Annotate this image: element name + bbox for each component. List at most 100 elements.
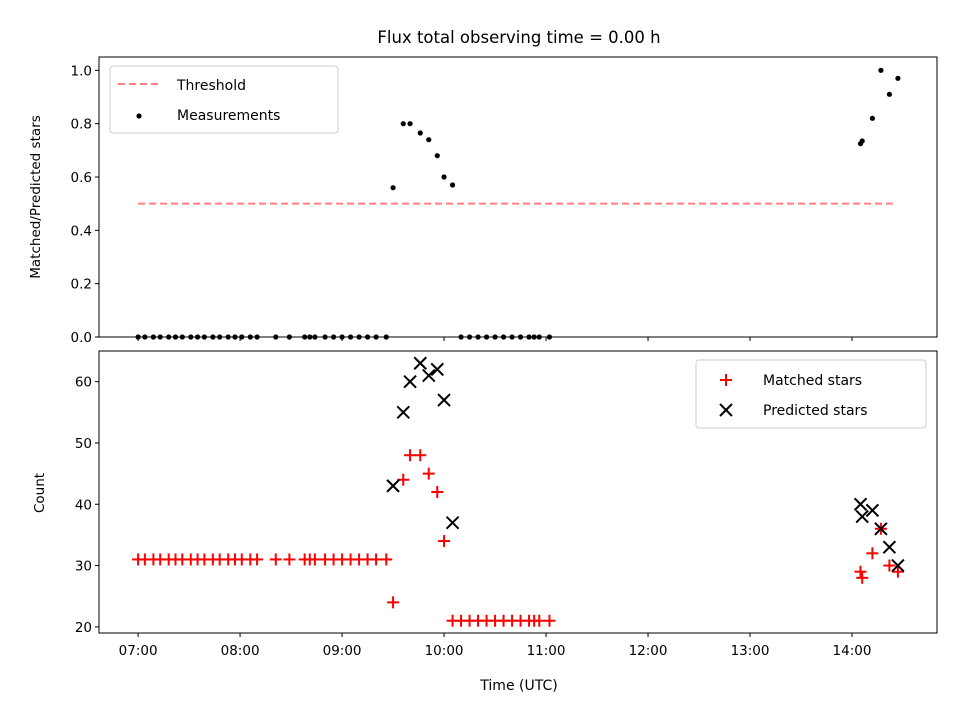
predicted-star-stroke [386,479,400,493]
measurement-point [434,153,440,159]
predicted-star-stroke [437,393,451,407]
top-y-tick-label: 0.4 [71,223,92,239]
measurement-point [859,138,865,144]
matched-star-point [883,559,896,572]
predicted-star-stroke [865,503,880,518]
matched-star-point [854,565,867,578]
top-legend-box [109,65,339,134]
matched-legend-label: Matched stars [763,373,862,389]
matched-star-point [431,486,444,498]
measurement-point [449,182,456,188]
predicted-star-stroke [413,356,427,370]
matched-star-point [370,553,383,566]
top-y-tick-label: 0.0 [71,330,92,346]
predicted-star-point [403,374,417,389]
matched-star-point [251,553,264,566]
predicted-star-point [386,479,400,493]
predicted-star-stroke [882,540,897,554]
bottom-legend-box [695,359,927,429]
bottom-axes-frame [98,350,938,634]
matched-star-point [543,614,556,627]
bottom-x-tick-label: 10:00 [425,643,464,659]
measurement-point [417,130,423,136]
predicted-star-point [422,368,436,383]
matched-star-point [404,449,417,462]
matched-star-point [891,565,904,578]
top-plot-area: 0.0 0.2 0.4 0.6 0.8 1.0 [71,63,901,346]
measurement-point [390,185,396,191]
predicted-star-stroke [430,362,444,377]
bottom-y-tick-label: 50 [75,436,92,452]
predicted-star-stroke [396,405,410,420]
predicted-star-stroke [855,509,869,524]
predicted-star-point [891,558,905,573]
predicted-star-point [430,362,444,377]
measurement-point [878,67,884,73]
top-y-axis-label: Matched/Predicted stars [28,115,44,278]
matched-star-point [414,449,427,462]
measurement-point [886,91,893,97]
measurements-legend-marker [136,113,142,119]
top-axes-frame [98,56,938,338]
threshold-legend-label: Threshold [176,78,246,94]
matched-star-point [397,473,410,486]
predicted-star-point [413,356,427,370]
predicted-legend-marker [719,403,733,417]
predicted-star-point [855,509,869,524]
top-legend: Threshold Measurements [109,65,339,134]
matched-star-point [438,535,451,548]
predicted-star-point [853,497,868,511]
matched-star-point [308,553,321,566]
chart-title: Flux total observing time = 0.00 h [377,28,660,47]
measurement-point [441,174,447,180]
predicted-star-point [865,503,880,518]
matched-star-point [866,547,879,560]
bottom-x-tick-label: 07:00 [119,643,158,659]
bottom-legend: Matched stars Predicted stars [695,359,927,429]
top-y-tick-label: 0.8 [71,117,92,133]
x-axis-label: Time (UTC) [479,678,557,694]
bottom-x-tick-label: 11:00 [527,643,566,659]
matched-star-point [380,553,393,566]
matched-star-point [387,596,400,609]
bottom-y-tick-label: 40 [75,497,92,513]
bottom-x-tick-label: 13:00 [731,643,770,659]
predicted-star-stroke [874,522,888,536]
predicted-star-point [396,405,410,420]
bottom-x-tick-label: 08:00 [221,643,260,659]
top-y-tick-label: 0.2 [71,277,92,293]
matched-legend-marker [720,374,732,386]
matched-star-point [269,553,282,566]
predicted-star-point [874,522,888,536]
bottom-y-axis-label: Count [32,473,48,513]
predicted-star-stroke [445,515,460,530]
measurement-point [869,115,876,121]
matched-star-point [422,467,435,480]
bottom-x-tick-label: 14:00 [833,643,872,659]
top-y-tick-label: 1.0 [71,63,92,79]
predicted-star-point [445,515,460,530]
predicted-star-stroke [891,558,905,573]
matched-star-point [533,614,546,627]
bottom-y-tick-label: 60 [75,375,92,391]
predicted-star-stroke [403,374,417,389]
bottom-y-tick-label: 20 [75,620,92,636]
top-y-tick-label: 0.6 [71,170,92,186]
matched-star-point [856,571,869,584]
predicted-star-stroke [853,497,868,511]
predicted-star-point [437,393,451,407]
bottom-x-tick-label: 09:00 [323,643,362,659]
predicted-star-stroke [422,368,436,383]
top-panel: Flux total observing time = 0.00 h Match… [28,28,938,346]
matched-star-point [283,553,296,566]
bottom-y-tick-label: 30 [75,559,92,575]
measurement-point [400,121,406,127]
bottom-x-tick-label: 12:00 [629,643,668,659]
predicted-legend-label: Predicted stars [763,403,868,419]
measurement-point [895,75,901,81]
measurements-legend-label: Measurements [177,108,280,124]
measurement-point [426,137,432,143]
bottom-plot-area: 20 30 40 50 60 07:00 08:00 09:00 10:00 11:00 12:00… [75,356,905,659]
measurement-point [407,121,413,127]
